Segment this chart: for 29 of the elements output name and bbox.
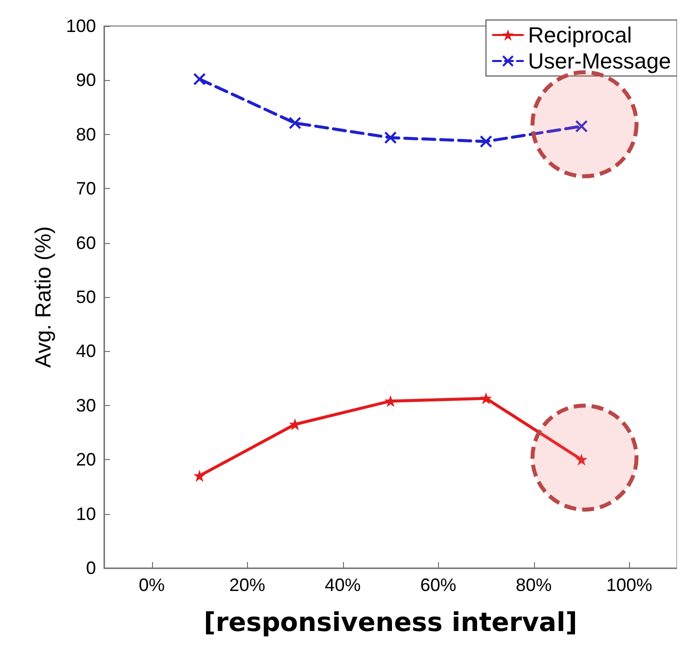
y-tick-label: 40 <box>76 341 96 362</box>
y-tick-label: 70 <box>76 178 96 199</box>
y-tick-label: 80 <box>76 124 96 144</box>
point <box>480 135 492 148</box>
y-tick-label: 50 <box>76 287 96 307</box>
y-axis-title: Avg. Ratio (%) <box>30 226 56 368</box>
point <box>194 73 206 86</box>
x-tick-label: 40% <box>324 575 361 595</box>
y-tick-label: 90 <box>76 70 96 90</box>
point <box>576 454 588 466</box>
point <box>480 392 492 404</box>
x-axis-title: [responsiveness interval] <box>204 608 578 638</box>
x-tick-label: 20% <box>229 575 266 595</box>
point <box>576 120 588 132</box>
y-tick-label: 100 <box>66 16 96 36</box>
point <box>194 470 206 482</box>
x-tick-label: 0% <box>138 575 165 595</box>
y-tick-label: 20 <box>76 450 96 470</box>
point <box>384 132 396 144</box>
y-tick-label: 30 <box>76 395 96 416</box>
legend-label: Reciprocal <box>528 22 632 48</box>
x-tick-label: 60% <box>420 575 456 595</box>
y-tick-label: 10 <box>76 504 96 524</box>
point <box>289 117 301 130</box>
legend-label: User-Message <box>528 48 672 74</box>
x-tick-label: 80% <box>516 575 552 595</box>
y-tick-label: 0 <box>86 558 96 578</box>
x-tick-label: 100% <box>606 575 652 595</box>
y-tick-label: 60 <box>76 232 96 253</box>
